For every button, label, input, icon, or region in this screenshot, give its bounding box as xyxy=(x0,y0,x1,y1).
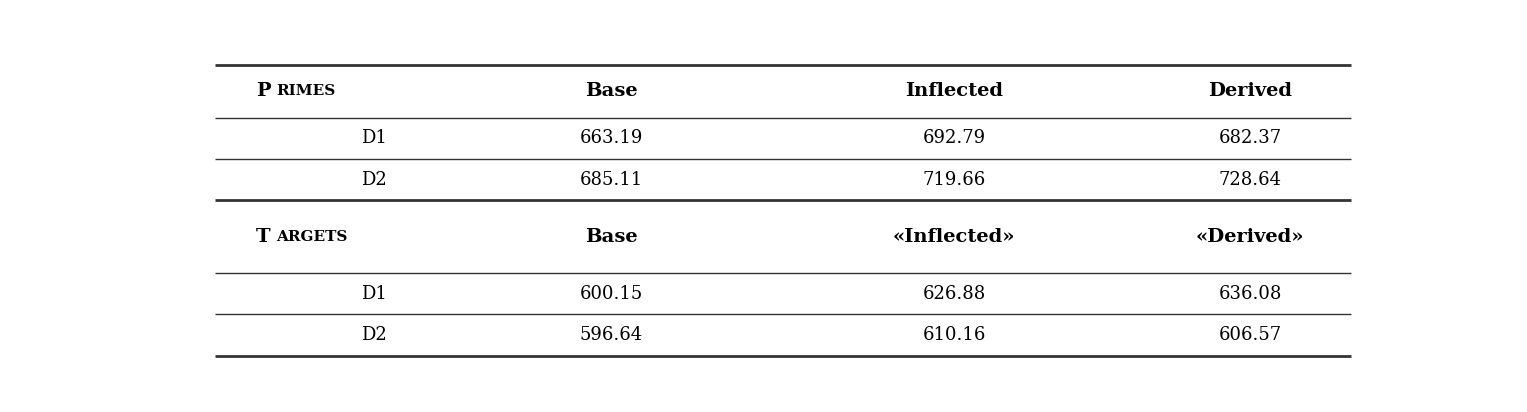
Text: Derived: Derived xyxy=(1208,82,1292,101)
Text: RIMES: RIMES xyxy=(276,84,336,98)
Text: Inflected: Inflected xyxy=(906,82,1003,101)
Text: 636.08: 636.08 xyxy=(1219,285,1281,303)
Text: D2: D2 xyxy=(362,171,388,189)
Text: 596.64: 596.64 xyxy=(579,326,643,344)
Text: 663.19: 663.19 xyxy=(579,129,643,147)
Text: ARGETS: ARGETS xyxy=(276,229,348,243)
Text: 682.37: 682.37 xyxy=(1219,129,1281,147)
Text: D1: D1 xyxy=(362,129,388,147)
Text: P: P xyxy=(257,82,270,101)
Text: T: T xyxy=(257,227,270,246)
Text: «Derived»: «Derived» xyxy=(1196,227,1304,246)
Text: 728.64: 728.64 xyxy=(1219,171,1281,189)
Text: 692.79: 692.79 xyxy=(922,129,986,147)
Text: 606.57: 606.57 xyxy=(1219,326,1281,344)
Text: 626.88: 626.88 xyxy=(922,285,986,303)
Text: D1: D1 xyxy=(362,285,388,303)
Text: 600.15: 600.15 xyxy=(579,285,643,303)
Text: 610.16: 610.16 xyxy=(922,326,986,344)
Text: 685.11: 685.11 xyxy=(579,171,643,189)
Text: D2: D2 xyxy=(362,326,388,344)
Text: Base: Base xyxy=(585,82,637,101)
Text: Base: Base xyxy=(585,227,637,246)
Text: «Inflected»: «Inflected» xyxy=(893,227,1015,246)
Text: 719.66: 719.66 xyxy=(922,171,986,189)
